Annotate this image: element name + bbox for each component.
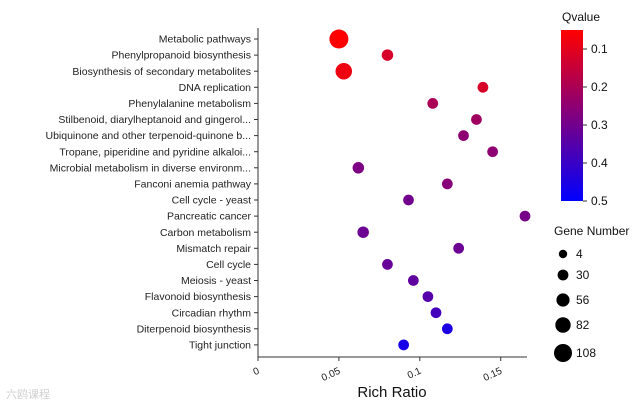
axes <box>257 28 527 358</box>
data-point <box>357 226 369 238</box>
y-tick-label: Flavonoid biosynthesis <box>145 291 251 303</box>
y-tick-label: Microbial metabolism in diverse environm… <box>50 162 251 174</box>
y-tick-label: Meiosis - yeast <box>181 275 251 287</box>
size-legend-label: 108 <box>576 346 596 360</box>
data-point <box>335 62 353 80</box>
size-legend-title: Gene Number <box>554 224 629 238</box>
y-tick-label: Mismatch repair <box>176 243 251 255</box>
y-tick-label: Stilbenoid, diarylheptanoid and gingerol… <box>58 114 251 126</box>
size-legend-circle <box>555 317 571 333</box>
y-tick-label: Cell cycle <box>206 259 251 271</box>
x-axis-title: Rich Ratio <box>357 384 426 401</box>
size-legend-circle <box>557 269 569 281</box>
data-point <box>441 323 453 335</box>
colorbar-gradient <box>561 30 583 201</box>
data-point <box>422 291 434 302</box>
colorbar-tick-label: 0.4 <box>591 156 608 170</box>
y-tick-label: DNA replication <box>179 82 252 94</box>
data-point <box>352 162 365 174</box>
y-tick-label: Phenylalanine metabolism <box>128 98 251 110</box>
y-tick-label: Metabolic pathways <box>159 34 251 46</box>
x-tick-label: 0.1 <box>406 366 424 382</box>
colorbar-title: Qvalue <box>562 10 600 24</box>
y-tick-label: Carbon metabolism <box>160 227 251 239</box>
size-legend-label: 56 <box>576 293 590 307</box>
y-tick-label: Phenylpropanoid biosynthesis <box>111 50 251 62</box>
data-point <box>407 275 419 286</box>
data-point <box>519 210 531 222</box>
y-tick-label: Biosynthesis of secondary metabolites <box>72 66 251 78</box>
x-tick-label: 0 <box>252 366 262 379</box>
y-tick-label: Diterpenoid biosynthesis <box>137 323 251 335</box>
colorbar-tick-label: 0.3 <box>591 118 608 132</box>
data-point <box>471 114 482 125</box>
data-point <box>430 307 442 319</box>
data-point <box>403 194 414 206</box>
data-points <box>329 29 531 351</box>
y-tick-label: Ubiquinone and other terpenoid-quinone b… <box>46 130 252 142</box>
y-tick-label: Tropane, piperidine and pyridine alkaloi… <box>59 146 251 158</box>
data-point <box>382 259 393 270</box>
data-point <box>453 242 465 254</box>
size-legend-circle <box>554 344 572 362</box>
y-tick-label: Tight junction <box>189 340 251 352</box>
x-axis-ticks: 0 0.05 0.1 0.15 <box>252 357 505 384</box>
size-legend-circle <box>558 249 568 259</box>
data-point <box>381 49 394 61</box>
colorbar-tick-label: 0.5 <box>591 194 608 208</box>
data-point <box>427 98 439 109</box>
data-point <box>329 29 349 49</box>
y-tick-label: Cell cycle - yeast <box>172 195 251 207</box>
size-legend: Gene Number 4 30 56 82 108 <box>554 224 629 362</box>
data-point <box>487 146 499 158</box>
data-point <box>398 339 410 351</box>
y-tick-label: Circadian rhythm <box>172 307 252 319</box>
colorbar-tick-label: 0.2 <box>591 80 608 94</box>
x-tick-label: 0.15 <box>482 366 505 384</box>
colorbar-legend: Qvalue 0.1 0.2 0.3 0.4 0.5 <box>561 10 608 208</box>
y-axis-labels: Metabolic pathways Phenylpropanoid biosyn… <box>46 34 258 352</box>
data-point <box>477 81 489 93</box>
data-point <box>458 130 469 141</box>
size-legend-label: 4 <box>576 247 583 261</box>
size-legend-label: 82 <box>576 318 590 332</box>
size-legend-circle <box>556 293 570 307</box>
y-tick-label: Pancreatic cancer <box>167 211 252 223</box>
y-tick-label: Fanconi anemia pathway <box>134 179 251 191</box>
watermark: 六鸥课程 <box>6 387 50 401</box>
data-point <box>441 178 453 190</box>
size-legend-label: 30 <box>576 268 590 282</box>
x-tick-label: 0.05 <box>320 366 343 384</box>
colorbar-tick-label: 0.1 <box>591 42 608 56</box>
